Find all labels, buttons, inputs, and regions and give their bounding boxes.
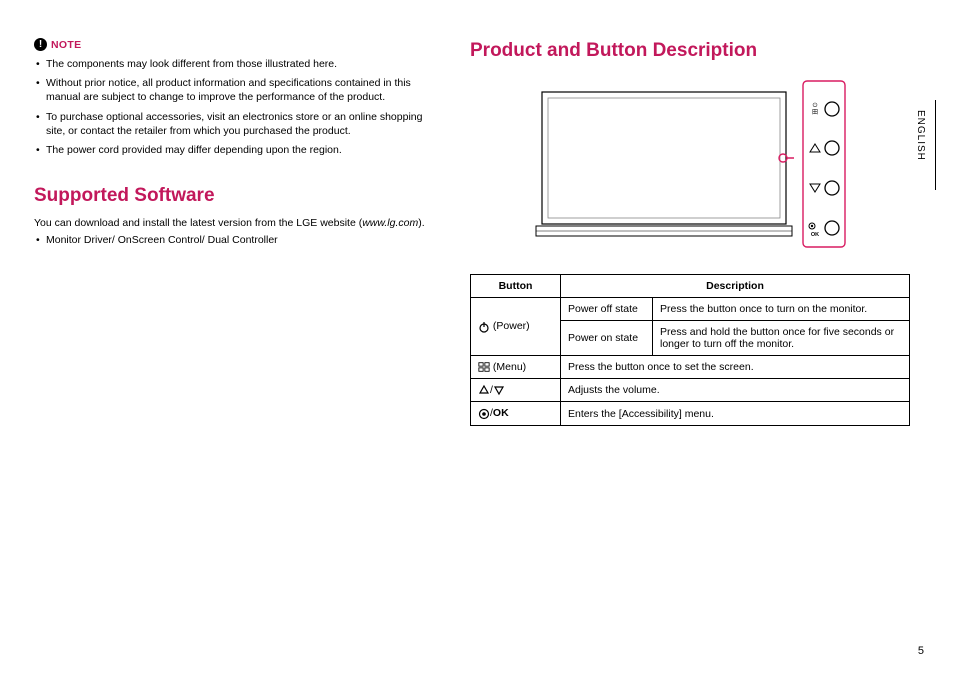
supported-intro-pre: You can download and install the latest … <box>34 217 362 229</box>
triangle-up-icon <box>478 384 490 396</box>
note-item: Without prior notice, all product inform… <box>36 76 442 104</box>
table-header-row: Button Description <box>471 275 910 298</box>
svg-text:田: 田 <box>812 109 818 116</box>
svg-text:⏻: ⏻ <box>813 102 818 109</box>
svg-text:OK: OK <box>811 232 819 238</box>
note-item: The components may look different from t… <box>36 57 442 71</box>
triangle-down-icon <box>493 384 505 396</box>
cell-state: Power on state <box>561 321 653 356</box>
supported-list: Monitor Driver/ OnScreen Control/ Dual C… <box>34 233 442 247</box>
supported-intro-link: www.lg.com <box>362 217 418 229</box>
note-item: The power cord provided may differ depen… <box>36 143 442 157</box>
cell-desc: Enters the [Accessibility] menu. <box>561 402 910 425</box>
cell-button-menu: (Menu) <box>471 356 561 379</box>
power-icon <box>478 321 490 333</box>
note-list: The components may look different from t… <box>34 57 442 157</box>
th-button: Button <box>471 275 561 298</box>
table-row: (Power) Power off state Press the button… <box>471 298 910 321</box>
cell-desc: Adjusts the volume. <box>561 379 910 402</box>
product-diagram: ⏻ 田 OK <box>470 80 910 248</box>
table-row: / Adjusts the volume. <box>471 379 910 402</box>
button-table: Button Description (Power) Power off sta… <box>470 274 910 426</box>
menu-icon <box>478 361 490 373</box>
cell-button-ok: /OK <box>471 402 561 425</box>
note-header: ! NOTE <box>34 38 442 51</box>
cell-button-triangles: / <box>471 379 561 402</box>
power-label: (Power) <box>493 320 530 332</box>
supported-intro-post: ). <box>418 217 424 229</box>
cell-desc: Press the button once to set the screen. <box>561 356 910 379</box>
note-item: To purchase optional accessories, visit … <box>36 110 442 138</box>
cell-desc: Press and hold the button once for five … <box>653 321 910 356</box>
supported-intro: You can download and install the latest … <box>34 217 442 229</box>
menu-label: (Menu) <box>493 361 526 373</box>
monitor-illustration <box>534 84 794 244</box>
button-panel-illustration: ⏻ 田 OK <box>802 80 846 248</box>
page-number: 5 <box>918 645 924 657</box>
ok-text: OK <box>493 407 509 419</box>
cell-desc: Press the button once to turn on the mon… <box>653 298 910 321</box>
supported-item: Monitor Driver/ OnScreen Control/ Dual C… <box>36 233 442 247</box>
note-label: NOTE <box>51 39 81 51</box>
side-divider <box>935 100 936 190</box>
th-description: Description <box>561 275 910 298</box>
language-label: ENGLISH <box>915 110 926 161</box>
cell-button-power: (Power) <box>471 298 561 356</box>
table-row: (Menu) Press the button once to set the … <box>471 356 910 379</box>
record-icon <box>478 408 490 420</box>
note-icon: ! <box>34 38 47 51</box>
cell-state: Power off state <box>561 298 653 321</box>
table-row: /OK Enters the [Accessibility] menu. <box>471 402 910 425</box>
product-heading: Product and Button Description <box>470 40 910 62</box>
supported-software-heading: Supported Software <box>34 185 442 207</box>
